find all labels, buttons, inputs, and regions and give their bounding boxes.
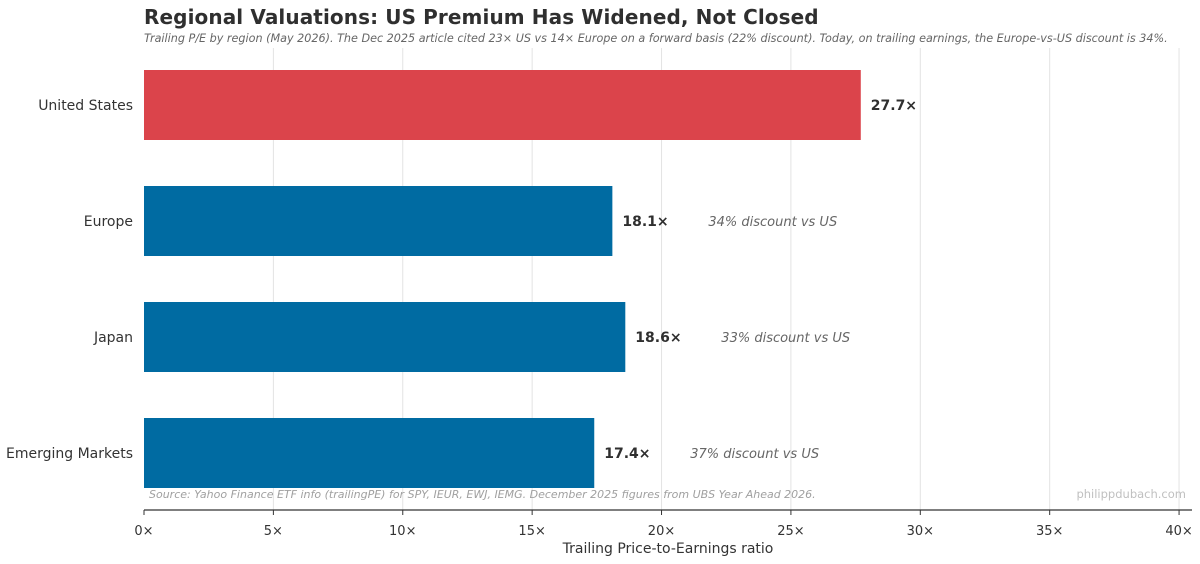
- category-label-0: United States: [38, 98, 133, 114]
- bar-1: [144, 186, 613, 256]
- x-tick-label-10: 10×: [389, 524, 416, 539]
- x-tick-label-25: 25×: [777, 524, 804, 539]
- category-label-3: Emerging Markets: [6, 446, 133, 462]
- category-label-1: Europe: [84, 214, 133, 230]
- bar-2: [144, 302, 626, 372]
- x-tick-label-35: 35×: [1036, 524, 1063, 539]
- value-label-2: 18.6×: [635, 330, 681, 346]
- x-tick-label-5: 5×: [264, 524, 283, 539]
- bar-0: [144, 70, 861, 140]
- x-axis-title: Trailing Price-to-Earnings ratio: [562, 541, 774, 557]
- x-tick-label-20: 20×: [648, 524, 675, 539]
- x-tick-label-40: 40×: [1165, 524, 1192, 539]
- source-note: Source: Yahoo Finance ETF info (trailing…: [149, 488, 816, 501]
- value-label-1: 18.1×: [622, 214, 668, 230]
- bar-3: [144, 418, 595, 488]
- category-label-2: Japan: [93, 330, 133, 346]
- x-tick-label-30: 30×: [907, 524, 934, 539]
- chart-title: Regional Valuations: US Premium Has Wide…: [144, 5, 819, 29]
- x-ticks-group: 0× 5× 10× 15× 20× 25× 30× 35× 40×: [134, 510, 1193, 539]
- labels-group: United States 27.7× Europe 18.1× 34% discoun…: [6, 98, 917, 462]
- bars-group: [144, 70, 861, 488]
- value-label-0: 27.7×: [871, 98, 917, 114]
- x-tick-label-15: 15×: [518, 524, 545, 539]
- chart-subtitle: Trailing P/E by region (May 2026). The D…: [144, 32, 1168, 45]
- x-tick-label-0: 0×: [134, 524, 153, 539]
- discount-annotation-2: 33% discount vs US: [721, 331, 850, 346]
- discount-annotation-1: 34% discount vs US: [708, 215, 837, 230]
- discount-annotation-3: 37% discount vs US: [690, 447, 819, 462]
- value-label-3: 17.4×: [604, 446, 650, 462]
- watermark: philippdubach.com: [1076, 487, 1186, 501]
